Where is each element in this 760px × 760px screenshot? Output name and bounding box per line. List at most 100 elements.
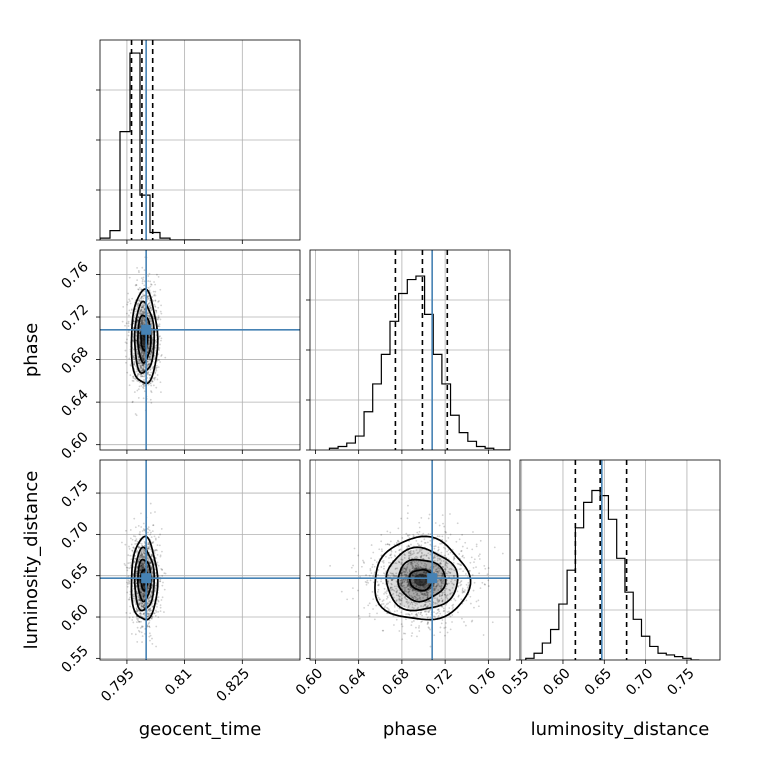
sample-point — [137, 629, 140, 632]
sample-point — [132, 375, 135, 378]
sample-point — [438, 593, 441, 596]
sample-point — [136, 379, 138, 382]
sample-point — [152, 541, 155, 543]
sample-point — [143, 383, 146, 386]
sample-point — [140, 308, 143, 311]
sample-point — [350, 566, 353, 569]
sample-point — [442, 560, 445, 562]
sample-point — [420, 581, 423, 583]
sample-point — [425, 591, 428, 594]
sample-point — [147, 526, 150, 529]
sample-point — [132, 599, 135, 602]
sample-point — [440, 585, 443, 588]
sample-point — [141, 351, 143, 354]
sample-point — [420, 557, 422, 559]
sample-point — [141, 605, 144, 608]
sample-point — [139, 569, 141, 572]
sample-point — [147, 340, 150, 343]
sample-point — [451, 591, 454, 594]
xtick-label: 0.60 — [293, 666, 326, 699]
sample-point — [159, 580, 161, 583]
sample-point — [446, 583, 449, 586]
sample-point — [405, 568, 407, 571]
sample-point — [140, 555, 143, 558]
sample-point — [132, 380, 135, 382]
sample-point — [154, 344, 157, 347]
sample-point — [136, 323, 138, 326]
sample-point — [140, 566, 143, 569]
sample-point — [389, 587, 392, 590]
sample-point — [143, 586, 146, 588]
sample-point — [124, 349, 127, 352]
sample-point — [143, 562, 146, 565]
sample-point — [403, 581, 406, 583]
sample-point — [143, 613, 146, 615]
sample-point — [441, 572, 444, 575]
sample-point — [143, 319, 146, 321]
sample-point — [135, 585, 138, 588]
sample-point — [410, 562, 412, 565]
sample-point — [155, 584, 158, 587]
sample-point — [148, 302, 151, 304]
sample-point — [150, 609, 153, 612]
sample-point — [393, 554, 396, 557]
sample-point — [420, 592, 423, 595]
sample-point — [133, 364, 136, 366]
sample-point — [132, 595, 135, 598]
sample-point — [136, 304, 139, 307]
sample-point — [416, 531, 419, 534]
sample-point — [159, 288, 162, 291]
sample-point — [148, 356, 151, 358]
sample-point — [142, 606, 145, 609]
sample-point — [426, 596, 429, 599]
sample-point — [409, 552, 412, 555]
sample-point — [410, 557, 413, 560]
sample-point — [399, 602, 402, 605]
xtick-label: 0.55 — [499, 666, 532, 699]
sample-point — [147, 587, 149, 590]
sample-point — [449, 567, 452, 570]
sample-point — [141, 635, 144, 637]
sample-point — [415, 594, 418, 596]
sample-point — [153, 377, 156, 380]
sample-point — [159, 555, 162, 558]
sample-point — [406, 579, 408, 582]
sample-point — [137, 316, 140, 319]
sample-point — [444, 530, 447, 533]
sample-point — [441, 582, 443, 584]
sample-point — [161, 584, 164, 587]
sample-point — [142, 606, 145, 609]
sample-point — [427, 626, 430, 629]
sample-point — [138, 602, 141, 605]
sample-point — [451, 587, 454, 589]
sample-point — [150, 304, 152, 306]
sample-point — [147, 566, 149, 569]
sample-point — [442, 610, 445, 613]
sample-point — [124, 324, 126, 327]
sample-point — [405, 575, 408, 578]
sample-point — [408, 537, 411, 539]
sample-point — [140, 601, 142, 604]
sample-point — [156, 549, 158, 552]
sample-point — [147, 363, 150, 366]
sample-point — [153, 294, 155, 297]
sample-point — [142, 564, 145, 567]
sample-point — [142, 595, 145, 598]
sample-point — [429, 543, 432, 546]
sample-point — [477, 599, 480, 602]
sample-point — [460, 583, 463, 586]
sample-point — [388, 594, 391, 597]
ytick-label: 0.70 — [58, 519, 91, 552]
sample-point — [465, 599, 468, 602]
sample-point — [142, 310, 145, 313]
sample-point — [415, 596, 417, 599]
sample-point — [147, 587, 150, 590]
sample-point — [139, 346, 142, 349]
sample-point — [424, 593, 426, 596]
sample-point — [142, 293, 144, 296]
sample-point — [152, 524, 154, 527]
sample-point — [419, 574, 422, 577]
sample-point — [420, 544, 423, 547]
sample-point — [147, 295, 150, 298]
sample-point — [403, 571, 406, 573]
